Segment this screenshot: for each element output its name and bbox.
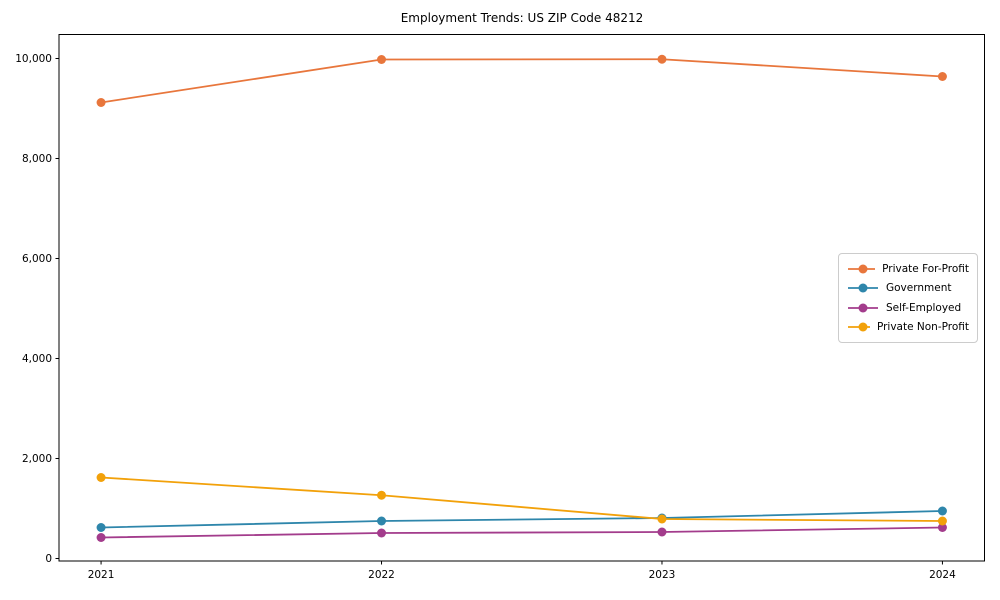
data-point-marker <box>377 516 387 526</box>
series-line <box>101 476 943 522</box>
series-line <box>101 526 943 539</box>
legend-label: Government <box>886 282 952 295</box>
data-point-marker <box>937 523 947 532</box>
y-tick-label: 6,000 <box>22 253 52 265</box>
y-tick-label: 4,000 <box>22 353 52 365</box>
data-point-marker <box>937 506 947 516</box>
legend-line-marker-icon <box>848 264 876 274</box>
data-point-marker <box>657 514 667 524</box>
x-tick-label: 2022 <box>368 569 395 581</box>
legend-line-marker-icon <box>848 303 878 313</box>
data-point-marker <box>657 527 667 537</box>
y-tick-label: 2,000 <box>22 453 52 465</box>
legend: Private For-Profit Government Self-Emplo… <box>838 253 978 343</box>
legend-item: Government <box>847 282 969 294</box>
chart-title: Employment Trends: US ZIP Code 48212 <box>400 11 644 25</box>
x-tick-label: 2024 <box>929 569 956 581</box>
legend-item: Self-Employed <box>847 302 969 314</box>
data-point-marker <box>377 490 387 500</box>
data-point-marker <box>377 528 387 538</box>
legend-line-marker-icon <box>848 283 878 293</box>
legend-line-marker-icon <box>848 322 870 332</box>
legend-label: Private For-Profit <box>882 262 969 275</box>
x-tick-label: 2021 <box>88 569 115 581</box>
legend-item: Private For-Profit <box>847 263 969 275</box>
y-tick-label: 0 <box>45 553 52 565</box>
x-tick-label: 2023 <box>649 569 676 581</box>
axes-spines <box>58 34 985 562</box>
data-point-marker <box>96 533 106 542</box>
data-point-marker <box>96 98 106 107</box>
legend-item: Private Non-Profit <box>847 321 969 333</box>
data-point-marker <box>377 55 387 64</box>
y-tick-label: 10,000 <box>15 53 52 65</box>
data-point-marker <box>96 523 106 532</box>
data-point-marker <box>937 516 947 526</box>
legend-label: Private Non-Profit <box>876 321 969 334</box>
data-point-marker <box>96 473 106 482</box>
data-point-marker <box>657 54 667 64</box>
y-tick-label: 8,000 <box>22 153 52 165</box>
series-line <box>101 510 943 529</box>
legend-label: Self-Employed <box>886 301 962 314</box>
data-point-marker <box>937 72 947 81</box>
series-line <box>100 58 943 104</box>
